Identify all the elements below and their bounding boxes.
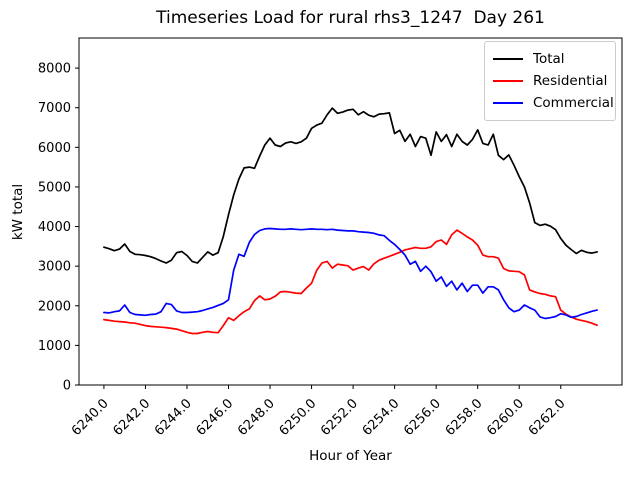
x-tick-label: 6244.0 [152, 396, 195, 439]
legend-item-commercial: Commercial [493, 92, 614, 114]
x-axis-label: Hour of Year [309, 448, 392, 464]
y-tick-label: 4000 [38, 220, 71, 235]
chart-title: Timeseries Load for rural rhs3_1247 Day … [156, 8, 545, 28]
x-tick-label: 6262.0 [526, 396, 569, 439]
y-tick-label: 7000 [38, 101, 71, 116]
series-lines [103, 107, 598, 335]
series-line-total [103, 107, 598, 264]
x-tick-label: 6258.0 [443, 396, 486, 439]
x-tick-label: 6240.0 [69, 396, 112, 439]
x-tick-label: 6250.0 [277, 396, 320, 439]
commercial-line-swatch [493, 102, 523, 104]
y-tick-label: 8000 [38, 62, 71, 77]
series-line-residential [103, 229, 598, 335]
legend-label-commercial: Commercial [533, 95, 614, 111]
x-tick-label: 6256.0 [401, 396, 444, 439]
x-tick-label: 6260.0 [484, 396, 527, 439]
y-tick-label: 1000 [38, 339, 71, 354]
legend-label-total: Total [533, 51, 565, 67]
y-tick-label: 2000 [38, 299, 71, 314]
legend-item-residential: Residential [493, 70, 607, 92]
x-tick-label: 6254.0 [360, 396, 403, 439]
legend-item-total: Total [493, 48, 607, 70]
axes-frame [78, 37, 623, 386]
total-line-swatch [493, 58, 523, 60]
residential-line-swatch [493, 80, 523, 82]
x-tick-label: 6252.0 [318, 396, 361, 439]
y-tick-label: 3000 [38, 260, 71, 275]
x-tick-label: 6248.0 [235, 396, 278, 439]
series-line-commercial [103, 227, 598, 320]
x-tick-label: 6246.0 [194, 396, 237, 439]
x-tick-label: 6242.0 [110, 396, 153, 439]
legend: Total Residential Commercial [484, 41, 616, 121]
y-tick-label: 0 [63, 379, 71, 394]
y-tick-label: 6000 [38, 141, 71, 156]
y-tick-label: 5000 [38, 180, 71, 195]
legend-label-residential: Residential [533, 73, 608, 89]
